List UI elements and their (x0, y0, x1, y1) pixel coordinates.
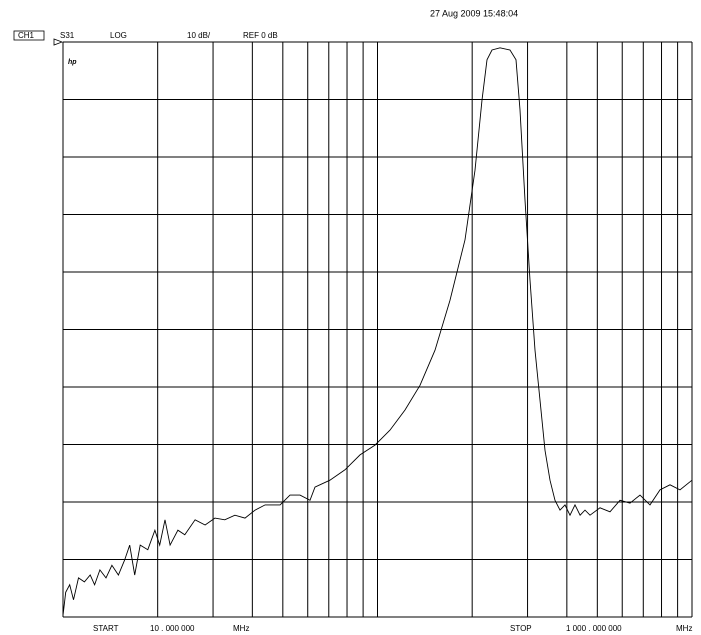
start-label: START (93, 624, 119, 633)
timestamp: 27 Aug 2009 15:48:04 (430, 8, 518, 18)
logo: hp (68, 59, 77, 66)
stop-value: 1 000 . 000 000 (566, 624, 622, 633)
start-value: 10 . 000 000 (150, 624, 195, 633)
start-unit: MHz (233, 624, 249, 633)
stop-label: STOP (510, 624, 532, 633)
reference: REF 0 dB (243, 31, 278, 40)
trace (62, 47, 693, 616)
scale: 10 dB/ (187, 31, 211, 40)
stop-unit: MHz (676, 624, 692, 633)
reference-marker (53, 38, 64, 46)
channel: CH1 (18, 31, 35, 40)
parameter: S31 (60, 31, 75, 40)
format: LOG (110, 31, 127, 40)
channel-box (13, 30, 45, 41)
